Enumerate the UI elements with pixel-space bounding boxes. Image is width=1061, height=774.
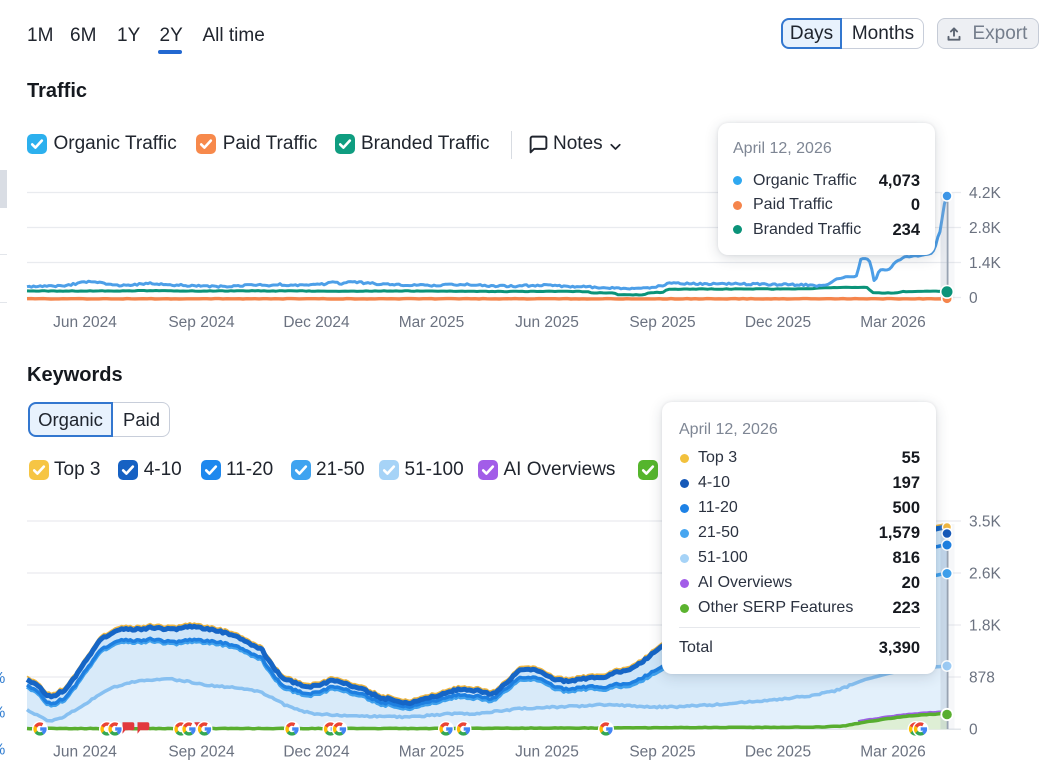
svg-text:%: % (0, 670, 6, 687)
svg-text:3.5K: 3.5K (969, 514, 1002, 531)
svg-text:%: % (0, 705, 6, 722)
svg-text:4.2K: 4.2K (969, 185, 1002, 202)
svg-text:Dec 2025: Dec 2025 (745, 314, 811, 331)
svg-text:2.8K: 2.8K (969, 220, 1002, 237)
svg-text:Jun 2025: Jun 2025 (515, 744, 579, 761)
svg-text:Mar 2025: Mar 2025 (399, 744, 464, 761)
svg-text:Dec 2024: Dec 2024 (283, 744, 350, 761)
svg-text:Sep 2024: Sep 2024 (168, 314, 235, 331)
svg-text:Sep 2025: Sep 2025 (629, 744, 695, 761)
svg-text:Sep 2025: Sep 2025 (629, 314, 695, 331)
svg-text:2.6K: 2.6K (969, 566, 1002, 583)
svg-text:Sep 2024: Sep 2024 (168, 744, 235, 761)
svg-text:0: 0 (969, 722, 978, 739)
svg-text:Mar 2026: Mar 2026 (860, 314, 925, 331)
svg-text:Dec 2025: Dec 2025 (745, 744, 811, 761)
svg-text:Jun 2024: Jun 2024 (53, 314, 117, 331)
svg-text:878: 878 (969, 670, 995, 687)
svg-text:Jun 2025: Jun 2025 (515, 314, 579, 331)
svg-text:1.8K: 1.8K (969, 618, 1002, 635)
svg-text:Mar 2026: Mar 2026 (860, 744, 925, 761)
svg-text:Dec 2024: Dec 2024 (283, 314, 350, 331)
svg-text:Mar 2025: Mar 2025 (399, 314, 464, 331)
svg-text:Jun 2024: Jun 2024 (53, 744, 117, 761)
svg-text:0: 0 (969, 290, 978, 307)
svg-text:%: % (0, 742, 6, 759)
svg-text:1.4K: 1.4K (969, 255, 1002, 272)
